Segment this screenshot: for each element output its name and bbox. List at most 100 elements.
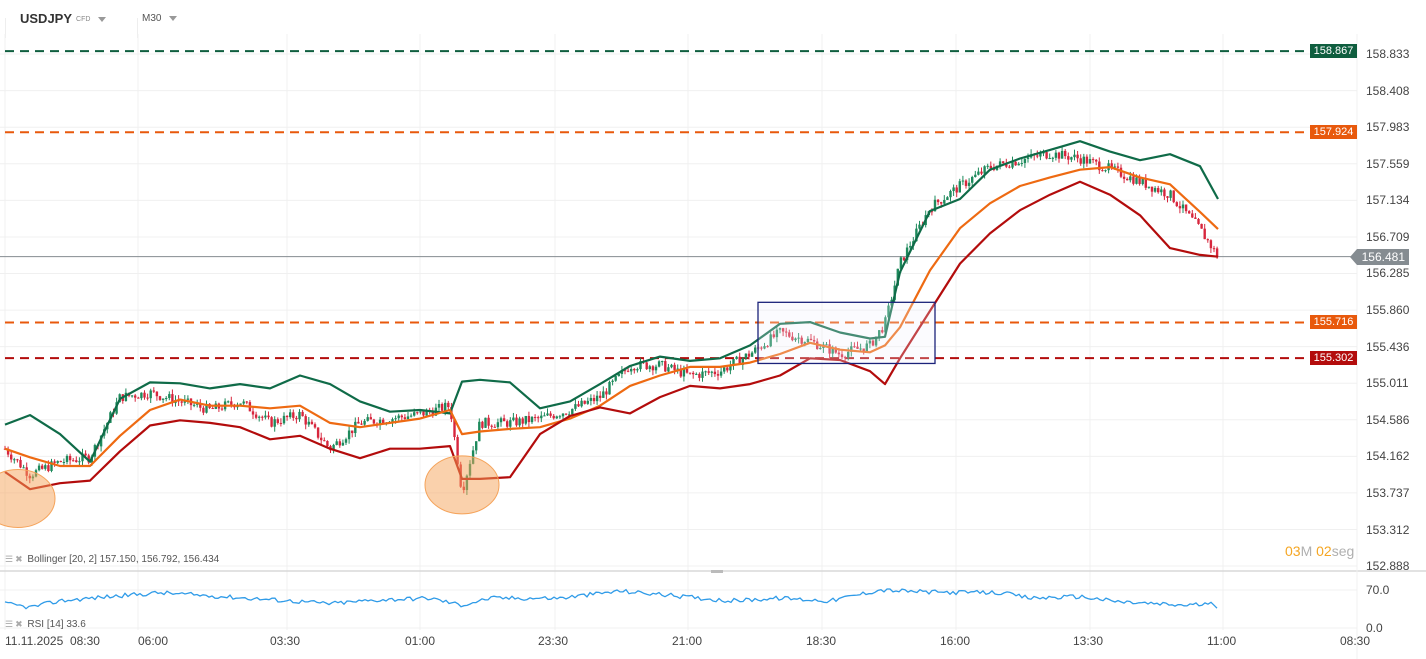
candle-body xyxy=(50,461,53,471)
candle-body xyxy=(580,400,583,407)
candle-body xyxy=(289,412,292,418)
candle-body xyxy=(760,347,763,349)
candle-body xyxy=(1144,178,1147,188)
candle-body xyxy=(812,340,816,342)
level-price-tag: 155.716 xyxy=(1310,315,1357,330)
candle-body xyxy=(1014,161,1017,166)
time-tick: 03:30 xyxy=(270,634,301,648)
candle-body xyxy=(41,465,44,469)
candle-body xyxy=(134,395,137,398)
candle-body xyxy=(884,317,887,333)
candle-body xyxy=(1141,178,1144,185)
candle-body xyxy=(868,340,872,344)
horizontal-levels[interactable] xyxy=(5,50,1305,360)
candle-body xyxy=(980,171,983,174)
candle-body xyxy=(651,366,655,371)
candle-body xyxy=(865,343,868,352)
candle-body xyxy=(763,346,766,349)
candle-body xyxy=(1206,239,1209,241)
bollinger-legend[interactable]: ☰ ✖ Bollinger [20, 2] 157.150, 156.792, 1… xyxy=(5,554,219,565)
countdown-seconds-unit: seg xyxy=(1331,543,1355,559)
close-icon[interactable]: ✖ xyxy=(15,554,23,564)
candle-body xyxy=(778,328,782,330)
candle-body xyxy=(599,395,602,398)
candle-body xyxy=(1209,240,1213,249)
price-tick: 155.860 xyxy=(1366,303,1410,318)
candle-body xyxy=(372,419,376,424)
candle-body xyxy=(1191,213,1194,218)
timeframe-selector[interactable]: M30 xyxy=(142,13,178,24)
candle-body xyxy=(667,367,670,372)
candle-body xyxy=(654,366,658,371)
candle-body xyxy=(843,357,847,359)
candle-body xyxy=(967,182,971,186)
annotations[interactable] xyxy=(0,301,936,529)
candle-body xyxy=(397,415,400,419)
price-tick: 155.436 xyxy=(1366,339,1410,354)
candle-body xyxy=(905,247,909,261)
candle-body xyxy=(1088,159,1092,164)
bollinger-bands xyxy=(4,140,1219,491)
candle-body xyxy=(199,403,202,408)
candle-body xyxy=(853,346,856,348)
candle-body xyxy=(13,459,16,461)
candle-body xyxy=(242,401,245,404)
candle-body xyxy=(1026,157,1030,159)
candle-body xyxy=(527,415,531,423)
menu-icon[interactable]: ☰ xyxy=(5,554,14,564)
candle-body xyxy=(555,416,558,419)
current-price-tag: 156.481 xyxy=(1350,248,1409,265)
candle-body xyxy=(1169,190,1172,198)
rsi-tick-0: 0.0 xyxy=(1366,621,1383,635)
candle-body xyxy=(65,455,69,463)
rsi-tick-70: 70.0 xyxy=(1366,583,1390,597)
candle-body xyxy=(22,467,25,469)
candle-body xyxy=(258,416,261,418)
candle-body xyxy=(695,373,698,375)
candle-body xyxy=(409,415,413,417)
candle-body xyxy=(490,425,493,427)
candle-body xyxy=(1116,166,1120,168)
candle-body xyxy=(1157,188,1160,193)
candle-body xyxy=(261,416,264,418)
close-icon[interactable]: ✖ xyxy=(15,619,23,629)
candle-body xyxy=(351,430,354,434)
candle-body xyxy=(152,390,155,392)
candle-body xyxy=(515,417,518,426)
candle-body xyxy=(794,338,797,341)
candle-body xyxy=(419,411,422,413)
candle-body xyxy=(871,340,875,346)
candle-body xyxy=(1085,156,1089,164)
candle-body xyxy=(682,368,686,377)
candle-body xyxy=(909,246,912,248)
candle-body xyxy=(1104,170,1107,172)
candle-body xyxy=(161,398,165,400)
candle-body xyxy=(989,165,992,169)
menu-icon[interactable]: ☰ xyxy=(5,619,14,629)
chevron-down-icon xyxy=(98,17,107,23)
candle-body xyxy=(524,415,527,424)
candle-body xyxy=(586,400,589,404)
candle-body xyxy=(1175,202,1178,207)
candle-body xyxy=(574,404,577,409)
rsi-legend[interactable]: ☰ ✖ RSI [14] 33.6 xyxy=(5,619,86,630)
candle-body xyxy=(571,408,574,415)
candle-body xyxy=(502,418,506,422)
candle-body xyxy=(47,465,50,471)
candle-body xyxy=(149,390,152,399)
candle-body xyxy=(245,401,248,403)
candle-body xyxy=(754,347,757,353)
candle-body xyxy=(332,444,335,451)
candle-body xyxy=(732,359,735,366)
panel-resize-handle xyxy=(711,570,723,573)
candle-body xyxy=(657,361,661,367)
candle-body xyxy=(564,413,568,415)
candle-body xyxy=(803,342,806,344)
bollinger-legend-text: Bollinger [20, 2] 157.150, 156.792, 156.… xyxy=(27,554,220,565)
candle-body xyxy=(1064,150,1067,157)
candle-body xyxy=(688,372,692,374)
symbol-selector[interactable]: USDJPY CFD xyxy=(20,11,107,26)
candle-body xyxy=(933,199,937,212)
candle-body xyxy=(316,427,320,438)
